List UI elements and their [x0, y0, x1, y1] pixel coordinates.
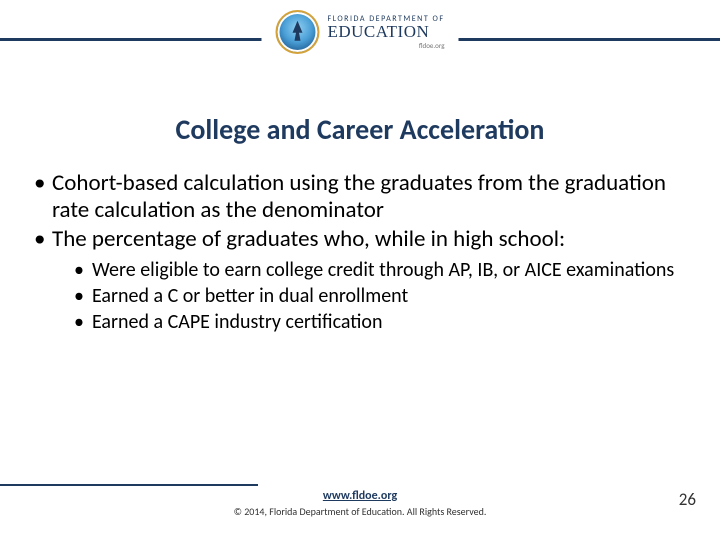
- bottom-divider: [0, 484, 258, 486]
- page-number: 26: [679, 489, 696, 510]
- header-logo: FLORIDA DEPARTMENT OF EDUCATION fldoe.or…: [261, 10, 458, 54]
- slide-title: College and Career Acceleration: [0, 112, 720, 147]
- footer: www.fldoe.org © 2014, Florida Department…: [0, 489, 720, 518]
- logo-tagline: fldoe.org: [419, 42, 445, 49]
- footer-link[interactable]: www.fldoe.org: [0, 489, 720, 503]
- logo-seal-icon: [275, 10, 319, 54]
- sub-bullet-3: Earned a CAPE industry certification: [72, 311, 680, 335]
- footer-copyright: © 2014, Florida Department of Education.…: [0, 505, 720, 518]
- bullet-2: The percentage of graduates who, while i…: [30, 226, 680, 334]
- logo-line2: EDUCATION: [327, 23, 444, 40]
- sub-bullet-1: Were eligible to earn college credit thr…: [72, 259, 680, 283]
- bullet-1: Cohort-based calculation using the gradu…: [30, 170, 680, 224]
- bullet-2-text: The percentage of graduates who, while i…: [52, 225, 565, 253]
- sub-bullet-2: Earned a C or better in dual enrollment: [72, 285, 680, 309]
- content-body: Cohort-based calculation using the gradu…: [30, 170, 680, 336]
- logo-text: FLORIDA DEPARTMENT OF EDUCATION fldoe.or…: [327, 15, 444, 49]
